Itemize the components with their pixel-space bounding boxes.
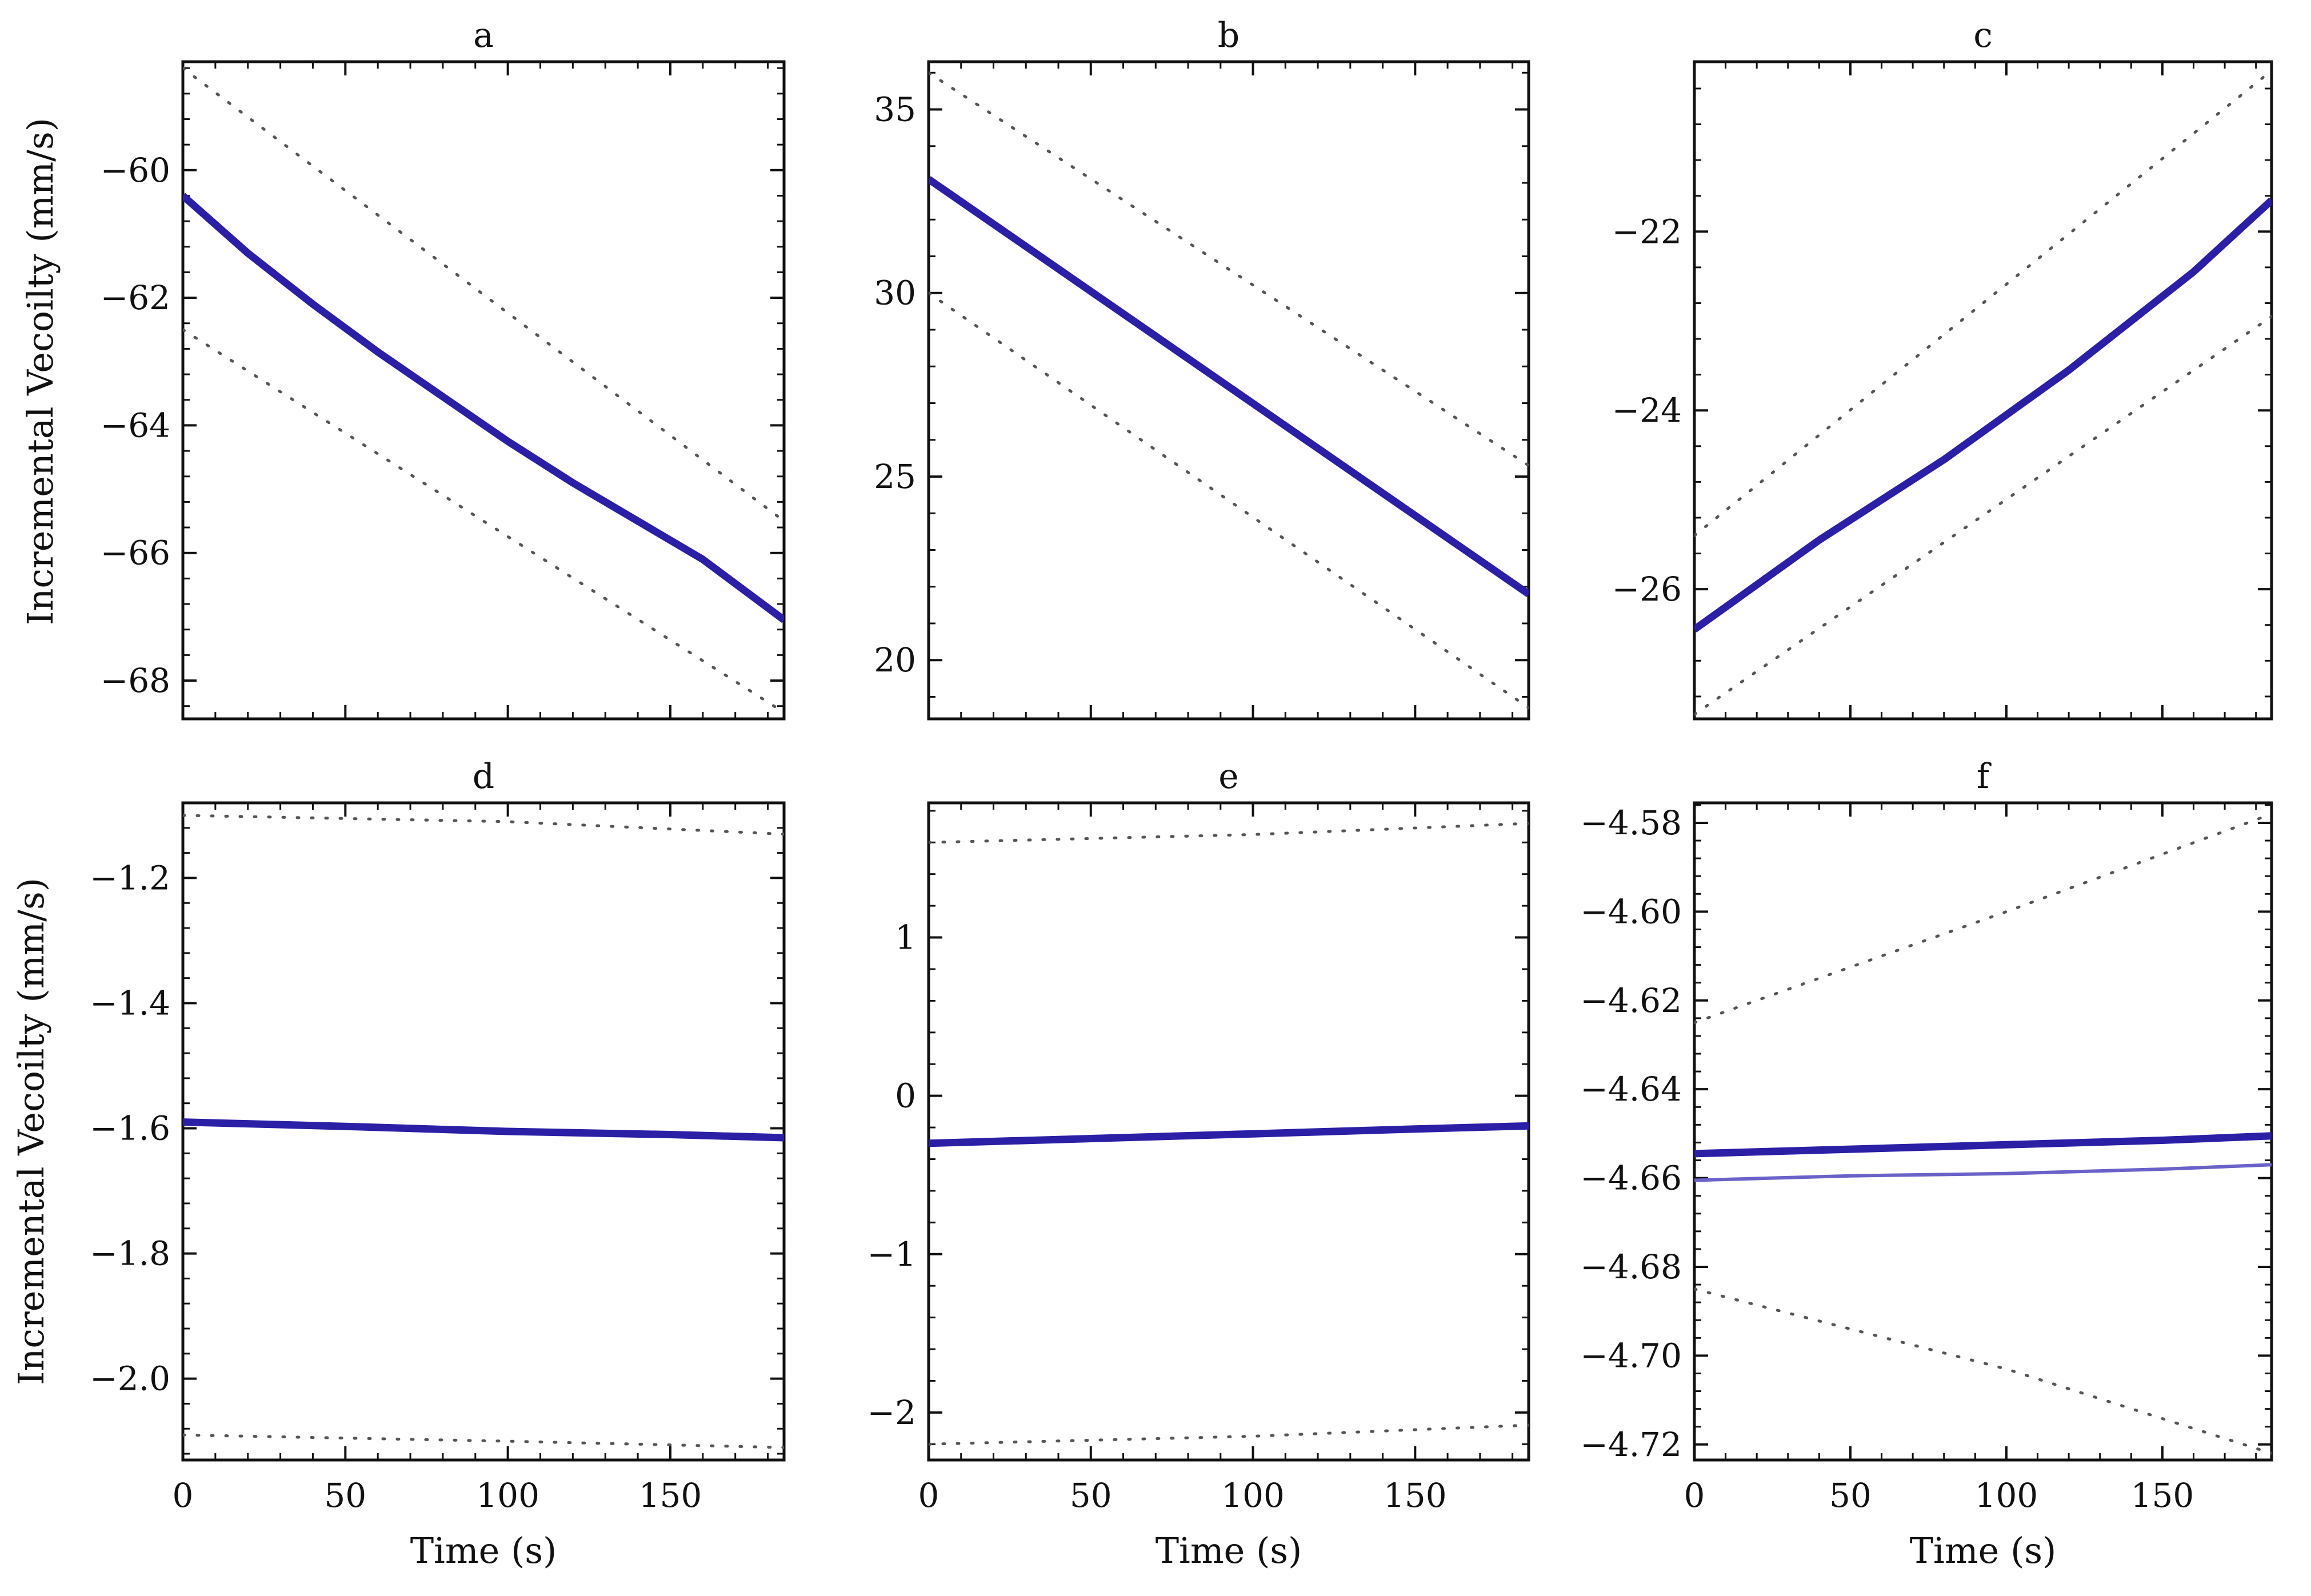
upper-bound-line [183,66,784,523]
panel-title: c [1973,15,1993,55]
y-tick-label: −4.72 [1580,1425,1682,1464]
y-tick-label: −62 [101,278,170,317]
y-tick-label: −1.8 [90,1234,170,1273]
x-tick-label: 150 [1384,1476,1447,1515]
y-tick-label: −1.4 [90,983,170,1022]
x-axis-label: Time (s) [1910,1530,2057,1571]
upper-bound-line [1694,69,2272,537]
x-axis-label: Time (s) [410,1530,557,1571]
series-group [1694,812,2272,1455]
series-group [1694,69,2272,716]
y-tick-label: −4.64 [1580,1070,1682,1109]
panel-title: b [1218,15,1240,55]
y-tick-label: −66 [101,534,170,573]
x-tick-label: 100 [476,1476,539,1515]
panel-f: 0 50 100 150 −4.72 −4.70 −4.68 −4.66 −4.64 −4.62 −… [1580,757,2273,1571]
x-tick-label: 0 [918,1476,939,1515]
panel-b: 20 25 30 35 b [874,15,1530,721]
upper-bound-line [929,71,1529,467]
plot-frame [1693,801,2273,1462]
plot-frame [927,801,1530,1462]
y-tick-label: −1.2 [90,858,170,897]
y-tick-label: −4.66 [1580,1159,1682,1198]
y-tick-label: 30 [874,274,916,313]
y-tick-label: 35 [874,90,916,129]
x-tick-label: 100 [1975,1476,2038,1515]
y-tick-label: 25 [874,457,916,496]
velocity-series-line [183,1118,784,1142]
x-tick-label: 50 [324,1476,366,1515]
panel-e: 0 50 100 150 −2 −1 0 1 e Time (s) [867,757,1530,1571]
y-tick-label: 1 [895,918,916,957]
x-tick-label: 100 [1221,1476,1285,1515]
velocity-series-line [1694,1132,2272,1158]
y-axis-label-top: Incremental Vecoilty (mm/s) [19,118,61,625]
velocity-series-line [929,1122,1529,1147]
plot-frame [181,60,786,721]
series-group [183,814,784,1449]
panel-title: e [1218,757,1239,797]
y-axis-label-bottom: Incremental Vecoilty (mm/s) [10,878,52,1385]
y-tick-label: −60 [101,151,170,190]
y-tick-label: −68 [101,661,170,700]
x-tick-label: 0 [173,1476,194,1515]
upper-bound-line [1694,812,2272,1025]
panel-d: 0 50 100 150 −2.0 −1.8 −1.6 −1.4 −1.2 d Time (s) [90,757,786,1571]
y-tick-label: −4.60 [1580,892,1682,931]
x-axis-label: Time (s) [1156,1530,1302,1571]
x-tick-label: 50 [1070,1476,1112,1515]
series-group [183,66,784,714]
plot-frame [181,801,786,1462]
x-tick-label: 150 [2131,1476,2194,1515]
lower-bound-line [183,328,784,714]
y-tick-label: −24 [1612,391,1682,430]
y-tick-label: −1.6 [90,1109,170,1148]
y-tick-label: −22 [1612,212,1682,251]
y-tick-label: −4.70 [1580,1336,1682,1375]
y-tick-label: −2 [867,1393,917,1432]
panel-c: −26 −24 −22 c [1612,15,2273,721]
panel-title: d [473,757,494,797]
plot-frame [927,60,1530,721]
panel-a: −68 −66 −64 −62 −60 a [101,15,786,721]
y-tick-label: −26 [1612,570,1682,609]
y-tick-label: 20 [874,641,916,679]
panel-title: f [1977,757,1992,797]
y-tick-label: −1 [867,1235,917,1274]
y-tick-label: −4.62 [1580,981,1682,1020]
x-tick-label: 50 [1829,1476,1872,1515]
plot-frame [1693,60,2273,721]
secondary-series-line [1694,1163,2272,1182]
velocity-series-line [183,193,784,623]
lower-bound-line [1694,315,2272,716]
y-tick-label: −64 [101,406,170,445]
velocity-series-line [1694,197,2272,633]
x-tick-label: 150 [639,1476,702,1515]
y-tick-label: 0 [895,1077,916,1115]
series-group [929,822,1529,1446]
y-tick-label: −4.68 [1580,1247,1682,1286]
x-tick-label: 0 [1684,1476,1705,1515]
y-tick-label: −4.58 [1580,803,1682,842]
velocity-series-line [929,176,1529,597]
panel-title: a [473,15,494,55]
y-tick-label: −2.0 [90,1359,170,1398]
series-group [929,71,1529,710]
